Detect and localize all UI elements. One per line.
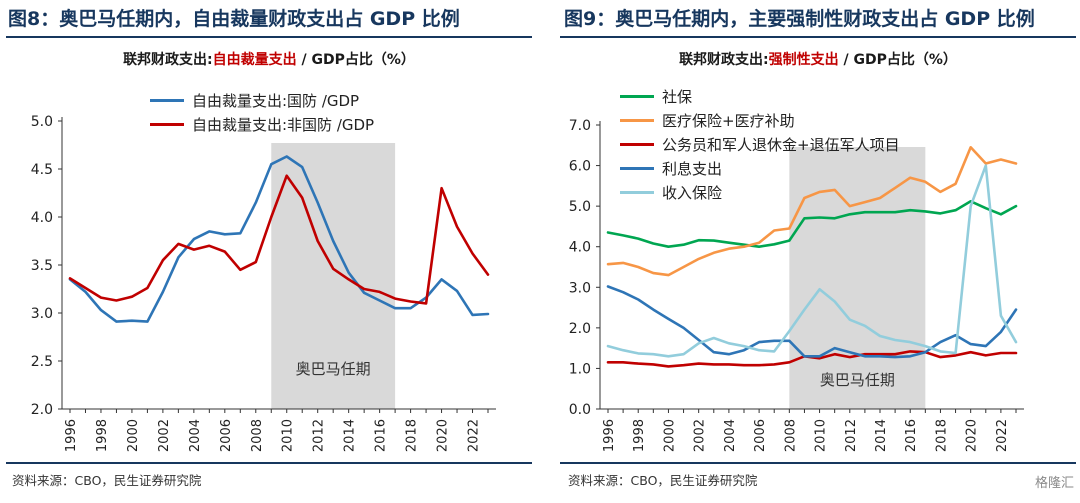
legend-label: 公务员和军人退休金+退伍军人项目 (662, 135, 900, 154)
x-tick-label: 2016 (374, 419, 389, 452)
x-tick-label: 2000 (126, 419, 141, 452)
figure-9-subtitle: 联邦财政支出:强制性支出 / GDP占比（%） (556, 49, 1080, 69)
legend-item-4: 利息支出 (620, 156, 900, 180)
figure-8-title: 图8：奥巴马任期内，自由裁量财政支出占 GDP 比例 (8, 8, 460, 30)
legend-swatch (620, 94, 654, 98)
y-tick-label: 2.0 (569, 321, 591, 337)
shaded-period-label: 奥巴马任期 (296, 360, 371, 378)
figure-9-subtitle-suffix: / GDP占比（%） (838, 52, 957, 68)
x-tick-label: 2016 (904, 419, 919, 452)
y-tick-label: 1.0 (569, 361, 591, 377)
x-tick-label: 2014 (343, 419, 358, 452)
figure-8-subtitle-suffix: / GDP占比（%） (296, 52, 415, 68)
legend-swatch (620, 142, 654, 146)
series-line-2 (68, 174, 490, 305)
figure-9-panel: 图9：奥巴马任期内，主要强制性财政支出占 GDP 比例 联邦财政支出:强制性支出… (556, 0, 1080, 503)
shaded-period-label: 奥巴马任期 (820, 371, 895, 389)
legend-item-1: 自由裁量支出:国防 /GDP (150, 88, 374, 112)
y-tick-label: 2.5 (31, 354, 53, 370)
y-tick-label: 5.0 (569, 199, 591, 215)
series-line-5 (606, 164, 1018, 358)
x-tick-label: 2004 (723, 419, 738, 452)
figure-8-chart: 奥巴马任期 2.0 2.5 3.0 3.5 4.0 4.5 5.0 1996 1998 2000 20… (31, 114, 496, 452)
figure-9-subtitle-prefix: 联邦财政支出: (679, 52, 769, 68)
y-tick-label: 2.0 (31, 402, 53, 418)
legend-label: 自由裁量支出:国防 /GDP (192, 91, 360, 110)
legend-swatch (620, 166, 654, 170)
legend-label: 自由裁量支出:非国防 /GDP (192, 115, 375, 134)
x-tick-label: 2020 (436, 419, 451, 452)
y-tick-label: 3.5 (31, 258, 53, 274)
y-tick-label: 3.0 (31, 306, 53, 322)
legend-item-2: 自由裁量支出:非国防 /GDP (150, 112, 374, 136)
y-tick-label: 6.0 (569, 159, 591, 175)
x-tick-label: 2000 (662, 419, 677, 452)
x-tick-label: 2002 (693, 419, 708, 452)
shaded-period (271, 143, 396, 409)
legend-item-3: 公务员和军人退休金+退伍军人项目 (620, 132, 900, 156)
y-tick-label: 0.0 (569, 402, 591, 418)
legend-label: 利息支出 (662, 159, 723, 178)
y-tick-label: 4.5 (31, 162, 53, 178)
legend-swatch (150, 122, 184, 126)
x-tick-label: 2022 (467, 419, 482, 452)
figure-8-source: 资料来源：CBO，民生证券研究院 (12, 473, 202, 488)
figure-9-bottom-rule (560, 462, 1076, 464)
y-tick-label: 7.0 (569, 118, 591, 134)
figure-8-bottom-rule (6, 462, 532, 464)
x-tick-label: 2020 (965, 419, 980, 452)
legend-label: 收入保险 (662, 183, 723, 202)
figure-8-subtitle-prefix: 联邦财政支出: (123, 52, 213, 68)
x-tick-label: 2022 (995, 419, 1010, 452)
legend-item-1: 社保 (620, 84, 900, 108)
legend-swatch (620, 118, 654, 122)
figure-9-source: 资料来源：CBO，民生证券研究院 (568, 473, 758, 488)
x-tick-label: 1996 (602, 419, 617, 452)
figure-9-top-rule (560, 36, 1076, 38)
x-tick-label: 1996 (64, 419, 79, 452)
series-line-2 (606, 146, 1018, 277)
x-tick-label: 2018 (934, 419, 949, 452)
x-tick-label: 2010 (814, 419, 829, 452)
figure-9-subtitle-highlight: 强制性支出 (768, 52, 839, 68)
series-line-1 (606, 200, 1018, 248)
x-tick-label: 2014 (874, 419, 889, 452)
shaded-period (789, 147, 926, 409)
x-tick-label: 2002 (157, 419, 172, 452)
x-tick-label: 1998 (632, 419, 647, 452)
figure-8-subtitle-highlight: 自由裁量支出 (212, 52, 297, 68)
x-tick-label: 2006 (753, 419, 768, 452)
series-line-4 (606, 285, 1018, 359)
x-tick-label: 2008 (783, 419, 798, 452)
x-tick-label: 2018 (405, 419, 420, 452)
figure-8-panel: 图8：奥巴马任期内，自由裁量财政支出占 GDP 比例 联邦财政支出:自由裁量支出… (0, 0, 538, 503)
figure-9-title: 图9：奥巴马任期内，主要强制性财政支出占 GDP 比例 (564, 8, 1035, 30)
x-tick-label: 1998 (95, 419, 110, 452)
x-tick-label: 2012 (312, 419, 327, 452)
legend-label: 社保 (662, 87, 693, 106)
x-tick-label: 2010 (281, 419, 296, 452)
legend-item-2: 医疗保险+医疗补助 (620, 108, 900, 132)
x-tick-label: 2012 (844, 419, 859, 452)
legend-label: 医疗保险+医疗补助 (662, 111, 795, 130)
y-tick-label: 5.0 (31, 114, 53, 130)
watermark-logo: 格隆汇 (1034, 476, 1074, 491)
x-tick-label: 2004 (188, 419, 203, 452)
figure-8-legend: 自由裁量支出:国防 /GDP 自由裁量支出:非国防 /GDP (150, 88, 374, 136)
x-tick-label: 2008 (250, 419, 265, 452)
y-tick-label: 3.0 (569, 280, 591, 296)
figure-8-subtitle: 联邦财政支出:自由裁量支出 / GDP占比（%） (0, 49, 538, 69)
legend-item-5: 收入保险 (620, 180, 900, 204)
y-tick-label: 4.0 (31, 210, 53, 226)
figure-8-top-rule (6, 36, 532, 38)
legend-swatch (620, 190, 654, 194)
figure-9-legend: 社保医疗保险+医疗补助公务员和军人退休金+退伍军人项目 利息支出收入保险 (620, 84, 900, 204)
figure-9-chart: 奥巴马任期 0.0 1.0 2.0 3.0 4.0 5.0 6.0 7.0 1996 1998 200… (569, 118, 1024, 452)
legend-swatch (150, 98, 184, 102)
y-tick-label: 4.0 (569, 240, 591, 256)
x-tick-label: 2006 (219, 419, 234, 452)
